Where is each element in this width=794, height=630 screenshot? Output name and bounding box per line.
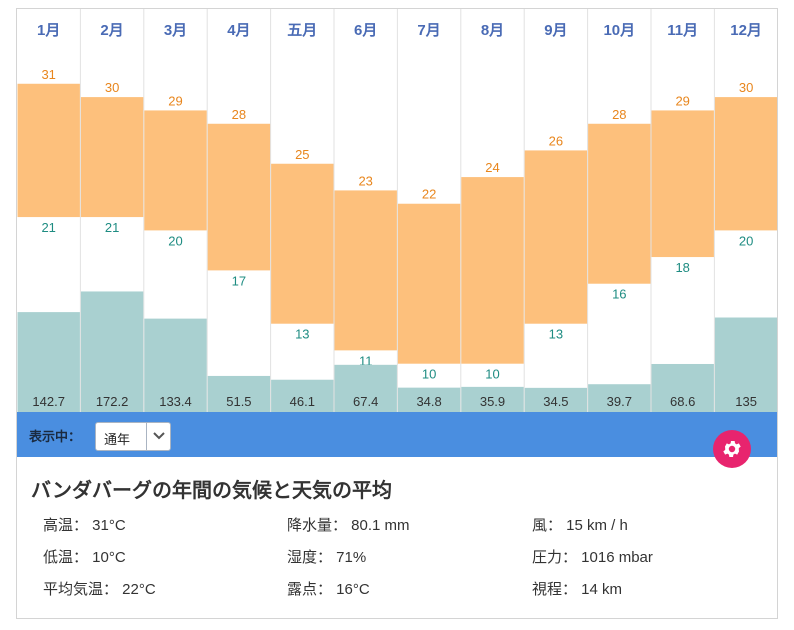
rainfall-label: 68.6 bbox=[670, 394, 695, 409]
chevron-down-icon bbox=[153, 432, 165, 440]
summary-title: バンダバーグの年間の気候と天気の平均 bbox=[31, 480, 392, 502]
stat-dew: 露点： 16°C bbox=[287, 581, 370, 598]
high-temp-label: 26 bbox=[549, 133, 563, 148]
rainfall-label: 135 bbox=[735, 394, 757, 409]
period-select[interactable]: 通年 bbox=[95, 422, 171, 451]
rainfall-label: 51.5 bbox=[226, 394, 251, 409]
stat-pressure: 圧力： 1016 mbar bbox=[532, 549, 653, 566]
month-label: 8月 bbox=[481, 22, 504, 39]
rainfall-label: 172.2 bbox=[96, 394, 129, 409]
temp-range-bar bbox=[461, 177, 524, 364]
low-temp-label: 17 bbox=[232, 273, 246, 288]
stat-avg: 平均気温： 22°C bbox=[43, 581, 156, 598]
period-select-value: 通年 bbox=[104, 432, 131, 447]
rainfall-bar bbox=[17, 312, 80, 412]
high-temp-label: 29 bbox=[675, 93, 689, 108]
month-label: 2月 bbox=[100, 22, 123, 39]
stat-visibility: 視程： 14 km bbox=[532, 581, 623, 598]
low-temp-label: 18 bbox=[675, 260, 689, 275]
high-temp-label: 28 bbox=[232, 107, 246, 122]
temp-range-bar bbox=[207, 123, 271, 271]
rainfall-bar bbox=[524, 387, 588, 412]
rainfall-bar bbox=[397, 387, 461, 412]
month-label: 12月 bbox=[730, 22, 762, 39]
low-temp-label: 20 bbox=[739, 233, 753, 248]
display-toolbar: 表示中： 通年 bbox=[17, 412, 777, 457]
month-label: 10月 bbox=[603, 22, 635, 39]
month-label: 4月 bbox=[227, 22, 250, 39]
stat-low: 低温： 10°C bbox=[43, 549, 126, 566]
temp-range-bar bbox=[651, 110, 714, 258]
temp-range-bar bbox=[144, 110, 207, 231]
rainfall-bar bbox=[80, 291, 144, 412]
temp-range-bar bbox=[271, 163, 334, 324]
month-label: 五月 bbox=[287, 22, 317, 39]
temp-range-bar bbox=[397, 203, 461, 364]
display-label: 表示中： bbox=[29, 429, 82, 444]
rainfall-bar bbox=[334, 364, 397, 412]
rainfall-bar bbox=[651, 363, 714, 412]
rainfall-label: 46.1 bbox=[290, 394, 315, 409]
low-temp-label: 10 bbox=[485, 367, 499, 382]
rainfall-label: 133.4 bbox=[159, 394, 192, 409]
month-label: 7月 bbox=[417, 22, 440, 39]
high-temp-label: 25 bbox=[295, 147, 309, 162]
climate-chart: 1月 31 21 142.7 2月 30 21 172.2 3月 29 20 133.4 4月 28 17 5… bbox=[17, 9, 777, 412]
low-temp-label: 16 bbox=[612, 287, 626, 302]
temp-range-bar bbox=[714, 97, 777, 231]
stat-wind: 風： 15 km / h bbox=[532, 517, 628, 534]
rainfall-label: 35.9 bbox=[480, 394, 505, 409]
month-label: 1月 bbox=[37, 22, 60, 39]
select-divider bbox=[146, 423, 147, 450]
rainfall-bar bbox=[714, 317, 777, 412]
high-temp-label: 22 bbox=[422, 187, 436, 202]
stat-high: 高温： 31°C bbox=[43, 517, 126, 534]
temp-range-bar bbox=[334, 190, 397, 351]
high-temp-label: 23 bbox=[358, 173, 372, 188]
high-temp-label: 28 bbox=[612, 107, 626, 122]
rainfall-bar bbox=[144, 318, 207, 412]
month-label: 6月 bbox=[354, 22, 377, 39]
rainfall-bar bbox=[588, 384, 651, 412]
rainfall-label: 39.7 bbox=[607, 394, 632, 409]
rainfall-label: 34.8 bbox=[416, 394, 441, 409]
gear-icon bbox=[723, 441, 741, 457]
stat-precip: 降水量： 80.1 mm bbox=[287, 517, 410, 534]
low-temp-label: 13 bbox=[549, 327, 563, 342]
temp-range-bar bbox=[524, 150, 588, 324]
high-temp-label: 31 bbox=[41, 67, 55, 82]
low-temp-label: 21 bbox=[41, 220, 55, 235]
low-temp-label: 11 bbox=[359, 353, 373, 368]
temp-range-bar bbox=[80, 97, 144, 218]
month-label: 3月 bbox=[164, 22, 187, 39]
high-temp-label: 29 bbox=[168, 93, 182, 108]
rainfall-label: 67.4 bbox=[353, 394, 378, 409]
low-temp-label: 13 bbox=[295, 327, 309, 342]
climate-widget: 1月 31 21 142.7 2月 30 21 172.2 3月 29 20 133.4 4月 28 17 5… bbox=[16, 8, 778, 619]
temp-range-bar bbox=[17, 83, 80, 218]
settings-button[interactable] bbox=[713, 430, 751, 468]
rainfall-bar bbox=[271, 379, 334, 412]
rainfall-label: 34.5 bbox=[543, 394, 568, 409]
high-temp-label: 30 bbox=[105, 80, 119, 95]
low-temp-label: 20 bbox=[168, 233, 182, 248]
rainfall-bar bbox=[207, 375, 271, 412]
stat-humidity: 湿度： 71% bbox=[287, 549, 367, 566]
rainfall-label: 142.7 bbox=[32, 394, 65, 409]
high-temp-label: 24 bbox=[485, 160, 499, 175]
temp-range-bar bbox=[588, 123, 651, 284]
high-temp-label: 30 bbox=[739, 80, 753, 95]
month-label: 11月 bbox=[667, 22, 698, 39]
low-temp-label: 21 bbox=[105, 220, 119, 235]
low-temp-label: 10 bbox=[422, 367, 436, 382]
month-label: 9月 bbox=[544, 22, 567, 39]
rainfall-bar bbox=[461, 386, 524, 412]
